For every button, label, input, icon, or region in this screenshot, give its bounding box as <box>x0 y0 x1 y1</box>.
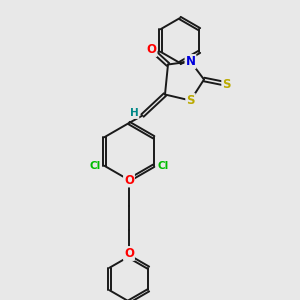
Text: Cl: Cl <box>157 161 168 171</box>
Text: S: S <box>222 77 231 91</box>
Text: O: O <box>124 247 134 260</box>
Text: O: O <box>124 173 134 187</box>
Text: Cl: Cl <box>90 161 101 171</box>
Text: N: N <box>185 55 196 68</box>
Text: S: S <box>186 94 195 107</box>
Text: O: O <box>146 43 157 56</box>
Text: H: H <box>130 108 139 118</box>
